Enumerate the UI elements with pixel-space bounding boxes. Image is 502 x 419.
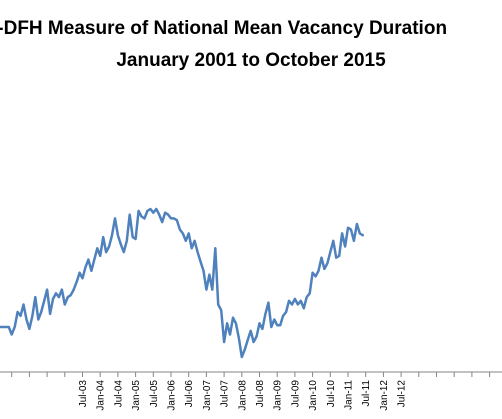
chart-subtitle: January 2001 to October 2015 (116, 50, 386, 71)
x-tick-label: Jan-12 (379, 380, 390, 411)
x-tick-label: Jul-09 (290, 380, 301, 408)
x-tick-label: Jul-07 (220, 380, 231, 408)
x-tick-label: Jul-04 (113, 380, 124, 408)
x-tick-label: Jul-11 (361, 380, 372, 407)
x-tick-label: Jan-09 (273, 380, 284, 411)
chart-title: I-DFH Measure of National Mean Vacancy D… (0, 18, 448, 39)
x-axis-tick-labels: Jul-03 Jan-04 Jul-04 Jan-05 Jul-05 Jan-06 Jul-… (78, 380, 408, 411)
x-tick-label: Jul-05 (149, 380, 160, 408)
x-tick-label: Jan-07 (202, 380, 213, 411)
x-tick-label: Jul-03 (78, 380, 89, 408)
x-tick-label: Jan-04 (96, 380, 107, 411)
x-tick-label: Jan-11 (344, 380, 355, 410)
x-tick-label: Jul-08 (255, 380, 266, 408)
x-tick-label: Jan-06 (167, 380, 178, 411)
x-tick-label: Jan-05 (131, 380, 142, 411)
x-tick-label: Jul-10 (326, 380, 337, 408)
x-tick-label: Jan-08 (237, 380, 248, 411)
x-tick-label: Jul-06 (184, 380, 195, 408)
x-tick-label: Jan-10 (308, 380, 319, 411)
series-line (0, 207, 365, 359)
x-axis-ticks (11, 372, 491, 377)
x-tick-label: Jul-12 (397, 380, 408, 408)
